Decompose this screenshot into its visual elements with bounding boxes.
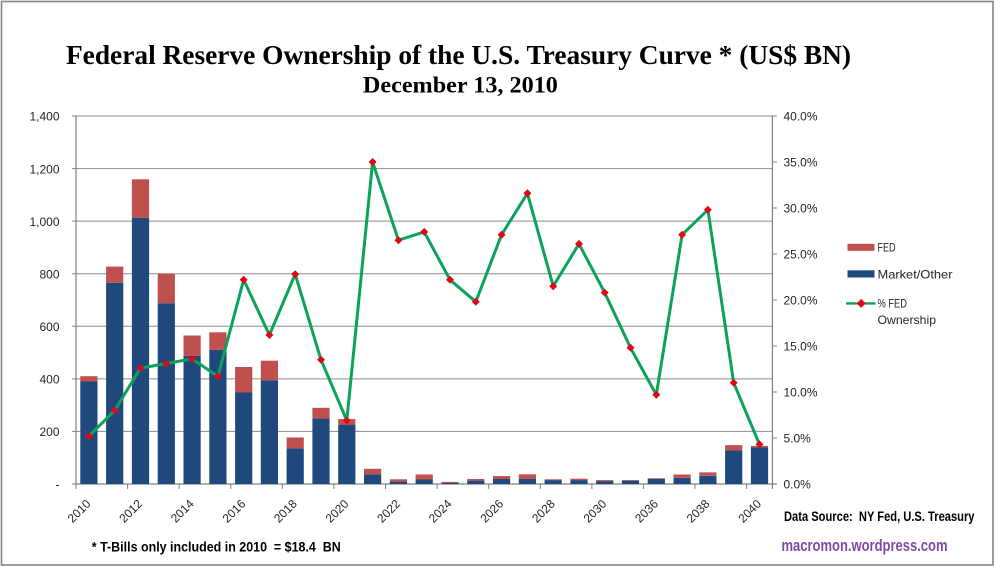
svg-text:FED: FED (878, 240, 896, 254)
svg-text:Federal Reserve Ownership of t: Federal Reserve Ownership of the U.S. Tr… (66, 40, 851, 70)
svg-text:200: 200 (39, 425, 59, 439)
svg-text:25.0%: 25.0% (784, 248, 818, 262)
svg-text:35.0%: 35.0% (784, 156, 818, 170)
svg-text:30.0%: 30.0% (784, 202, 818, 216)
svg-text:Data Source: NY Fed, U.S. Tre: Data Source: NY Fed, U.S. Treasury (784, 509, 975, 524)
svg-text:40.0%: 40.0% (784, 110, 818, 124)
svg-text:-: - (56, 478, 60, 492)
svg-text:* T-Bills only included in 201: * T-Bills only included in 2010 = $18.4 … (92, 539, 341, 555)
svg-text:Ownership: Ownership (878, 313, 937, 327)
svg-text:20.0%: 20.0% (784, 294, 818, 308)
svg-text:15.0%: 15.0% (784, 340, 818, 354)
svg-text:0.0%: 0.0% (784, 478, 812, 492)
svg-text:Market/Other: Market/Other (878, 268, 953, 282)
svg-text:400: 400 (39, 373, 59, 387)
svg-text:macromon.wordpress.com: macromon.wordpress.com (782, 536, 948, 555)
svg-text:600: 600 (39, 320, 59, 334)
svg-text:1,200: 1,200 (29, 162, 59, 176)
svg-text:% FED: % FED (878, 296, 908, 310)
svg-text:800: 800 (39, 267, 59, 281)
svg-text:1,400: 1,400 (29, 110, 59, 124)
svg-text:10.0%: 10.0% (784, 386, 818, 400)
svg-text:5.0%: 5.0% (784, 432, 812, 446)
svg-text:1,000: 1,000 (29, 215, 59, 229)
svg-text:December 13, 2010: December 13, 2010 (363, 72, 558, 97)
